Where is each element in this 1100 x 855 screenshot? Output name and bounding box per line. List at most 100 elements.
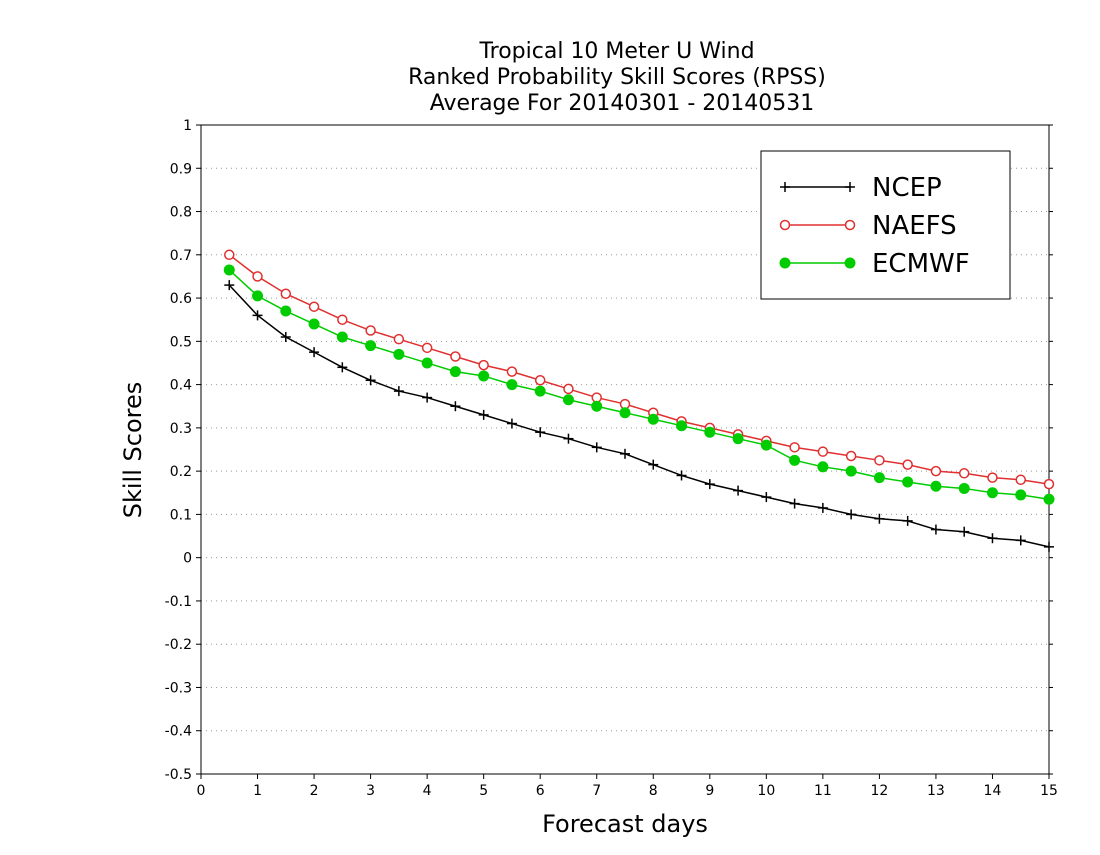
data-point-plus xyxy=(676,470,687,481)
data-point-filled-circle xyxy=(873,472,885,484)
y-tick-label: 0.3 xyxy=(170,421,192,437)
data-point-plus xyxy=(902,515,913,526)
data-point-open-circle xyxy=(393,333,405,345)
data-point-filled-circle xyxy=(223,264,235,276)
data-point-filled-circle xyxy=(562,394,574,406)
data-point-filled-circle xyxy=(591,400,603,412)
series-naefs xyxy=(224,249,1055,490)
data-point-open-circle xyxy=(874,455,885,466)
data-point-filled-circle xyxy=(1043,493,1055,505)
x-tick-label: 2 xyxy=(310,783,319,799)
data-point-plus xyxy=(309,347,320,358)
x-tick-label: 8 xyxy=(649,783,658,799)
data-point-plus xyxy=(780,182,790,192)
data-point-open-circle xyxy=(844,219,856,231)
axis-ticks: -0.5 -0.4 -0.3 -0.2 -0.1 0 0.1 0.2 0.3 0.4 0.5 0.6 0… xyxy=(165,118,1058,799)
data-point-filled-circle xyxy=(421,357,433,369)
y-axis-label: Skill Scores xyxy=(119,382,147,519)
data-point-open-circle xyxy=(252,271,263,282)
data-point-open-circle xyxy=(902,459,913,470)
data-point-open-circle xyxy=(478,359,489,371)
data-point-filled-circle xyxy=(280,305,292,317)
legend-label-naefs: NAEFS xyxy=(872,211,957,241)
data-point-plus xyxy=(478,409,489,420)
data-point-plus xyxy=(987,533,998,544)
data-point-filled-circle xyxy=(534,385,546,397)
data-point-open-circle xyxy=(1015,474,1026,486)
data-point-open-circle xyxy=(817,446,829,457)
data-point-filled-circle xyxy=(647,413,659,425)
data-point-plus xyxy=(817,502,828,513)
data-point-open-circle xyxy=(789,442,800,453)
x-tick-label: 10 xyxy=(757,783,775,799)
title-line-2: Ranked Probability Skill Scores (RPSS) xyxy=(408,65,826,90)
data-point-plus xyxy=(620,448,630,459)
data-point-filled-circle xyxy=(393,348,405,360)
data-point-filled-circle xyxy=(817,461,829,473)
y-tick-label: 0.6 xyxy=(170,291,192,307)
x-tick-label: 3 xyxy=(366,783,375,799)
data-point-filled-circle xyxy=(760,439,772,451)
data-point-plus xyxy=(704,479,715,490)
series-ecmwf xyxy=(223,264,1055,505)
data-point-open-circle xyxy=(224,249,235,261)
data-point-plus xyxy=(648,459,659,470)
data-point-plus xyxy=(563,433,574,444)
data-point-plus xyxy=(365,375,376,386)
legend-label-ncep: NCEP xyxy=(872,173,942,203)
data-point-filled-circle xyxy=(1015,489,1027,501)
legend-item-ncep: NCEP xyxy=(780,173,942,203)
data-point-plus xyxy=(874,513,885,524)
data-point-plus xyxy=(591,442,602,453)
data-point-plus xyxy=(930,524,941,535)
data-point-plus xyxy=(733,485,744,496)
series-line-ncep xyxy=(228,284,1050,548)
data-point-plus xyxy=(845,182,855,192)
data-point-plus xyxy=(1044,541,1054,552)
x-tick-label: 11 xyxy=(814,783,832,799)
data-point-plus xyxy=(1015,535,1026,546)
data-point-plus xyxy=(224,280,235,291)
x-tick-label: 7 xyxy=(592,783,601,799)
data-point-open-circle xyxy=(1043,478,1055,490)
plot-frame xyxy=(200,124,1050,775)
x-tick-label: 6 xyxy=(536,783,545,799)
y-tick-label: 0.1 xyxy=(170,507,192,523)
data-point-filled-circle xyxy=(252,290,264,302)
data-point-plus xyxy=(280,332,291,343)
y-tick-label: -0.1 xyxy=(165,594,192,610)
data-point-filled-circle xyxy=(676,420,688,432)
data-point-filled-circle xyxy=(958,482,970,494)
legend: NCEP NAEFS ECMWF xyxy=(760,150,1011,300)
data-point-open-circle xyxy=(779,219,791,231)
data-point-filled-circle xyxy=(789,454,801,466)
x-tick-label: 4 xyxy=(423,783,432,799)
data-point-plus xyxy=(761,492,772,503)
x-axis-label: Forecast days xyxy=(542,810,708,838)
x-tick-label: 13 xyxy=(927,783,945,799)
data-point-plus xyxy=(535,427,546,438)
data-point-filled-circle xyxy=(308,318,320,330)
data-point-plus xyxy=(393,386,404,397)
y-tick-label: -0.4 xyxy=(165,724,192,740)
x-tick-label: 12 xyxy=(870,783,888,799)
data-point-filled-circle xyxy=(779,257,791,269)
x-tick-label: 1 xyxy=(253,783,262,799)
y-tick-label: -0.2 xyxy=(165,637,192,653)
data-point-filled-circle xyxy=(732,433,744,445)
x-tick-label: 9 xyxy=(705,783,714,799)
data-point-filled-circle xyxy=(845,465,857,477)
data-point-open-circle xyxy=(506,366,518,377)
data-point-plus xyxy=(337,362,348,373)
data-point-plus xyxy=(846,509,857,520)
data-point-filled-circle xyxy=(902,476,914,488)
data-point-open-circle xyxy=(619,398,631,410)
legend-label-ecmwf: ECMWF xyxy=(872,249,970,279)
title-line-3: Average For 20140301 - 20140531 xyxy=(430,91,815,116)
y-tick-label: 0.9 xyxy=(170,161,192,177)
x-tick-label: 0 xyxy=(197,783,206,799)
y-tick-label: 0.4 xyxy=(170,378,192,394)
data-point-open-circle xyxy=(563,383,574,395)
